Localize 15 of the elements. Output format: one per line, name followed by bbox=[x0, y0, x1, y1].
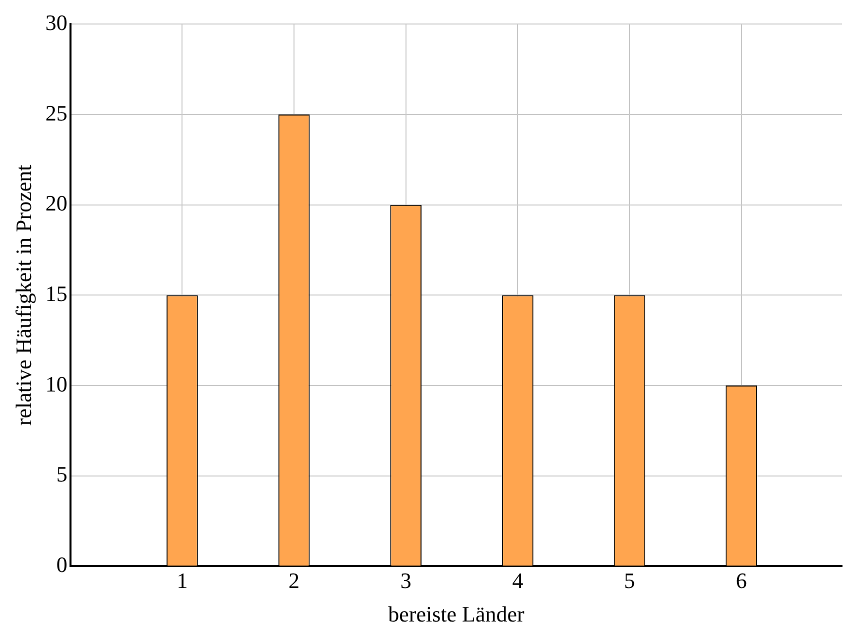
x-axis-title: bereiste Länder bbox=[388, 602, 525, 627]
y-tick-label: 25 bbox=[45, 100, 68, 126]
y-tick-label: 15 bbox=[45, 280, 68, 306]
y-tick-label: 5 bbox=[56, 462, 68, 487]
x-tick-label: 6 bbox=[736, 568, 747, 594]
y-tick-label: 0 bbox=[56, 552, 68, 577]
x-tick-label: 1 bbox=[176, 568, 188, 594]
y-tick-label: 20 bbox=[45, 190, 68, 216]
x-tick-label: 4 bbox=[512, 568, 524, 594]
x-tick-label: 5 bbox=[624, 568, 636, 594]
x-tick-label: 3 bbox=[400, 568, 412, 594]
y-axis-title: relative Häufigkeit in Prozent bbox=[10, 164, 36, 426]
x-tick-label: 2 bbox=[288, 568, 300, 594]
y-tick-label: 10 bbox=[45, 371, 68, 396]
y-tick-label: 30 bbox=[45, 10, 68, 35]
